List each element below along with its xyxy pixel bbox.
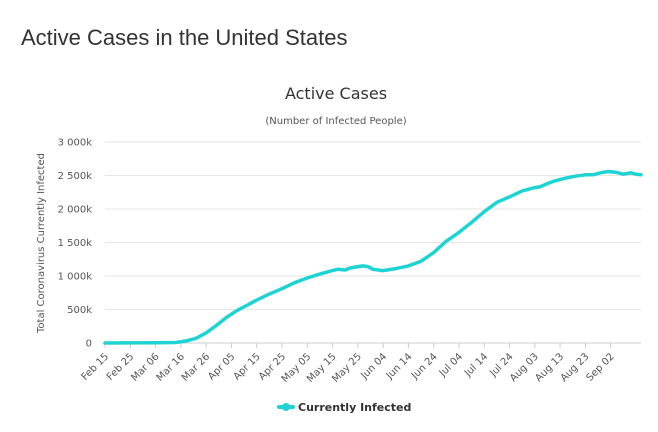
x-tick-label: Apr 15 bbox=[232, 351, 263, 382]
x-tick-label: Mar 26 bbox=[180, 351, 212, 383]
legend-label: Currently Infected bbox=[298, 401, 411, 414]
legend[interactable]: Currently Infected bbox=[277, 401, 411, 414]
y-axis-title: Total Coronavirus Currently Infected bbox=[36, 153, 47, 334]
y-tick-label: 0 bbox=[86, 339, 92, 350]
chart-title: Active Cases bbox=[285, 84, 387, 103]
legend-swatch-marker bbox=[282, 403, 290, 411]
y-tick-label: 500k bbox=[67, 305, 92, 316]
x-tick-label: Sep 02 bbox=[584, 351, 616, 383]
y-tick-label: 2 000k bbox=[58, 205, 93, 216]
x-tick-label: Jul 04 bbox=[437, 351, 465, 379]
x-tick-label: Apr 05 bbox=[206, 351, 237, 382]
gridlines bbox=[105, 141, 641, 344]
chart-subtitle: (Number of Infected People) bbox=[265, 116, 406, 127]
y-tick-label: 1 500k bbox=[58, 238, 93, 249]
x-tick-label: Jun 24 bbox=[409, 351, 440, 382]
y-tick-label: 3 000k bbox=[58, 138, 93, 149]
x-tick-label: Jul 14 bbox=[462, 351, 490, 379]
x-tick-label: Jun 14 bbox=[384, 351, 415, 382]
page-heading: Active Cases in the United States bbox=[21, 25, 348, 50]
series-line-currently-infected[interactable] bbox=[103, 169, 643, 345]
y-tick-label: 2 500k bbox=[58, 171, 93, 182]
x-tick-label: Feb 15 bbox=[80, 351, 112, 383]
y-tick-label: 1 000k bbox=[58, 272, 93, 283]
series-layer bbox=[103, 169, 643, 345]
y-axis-ticks: 0 500k 1 000k 1 500k 2 000k 2 500k 3 000k bbox=[58, 138, 93, 350]
x-tick-label: Jun 04 bbox=[358, 351, 389, 382]
